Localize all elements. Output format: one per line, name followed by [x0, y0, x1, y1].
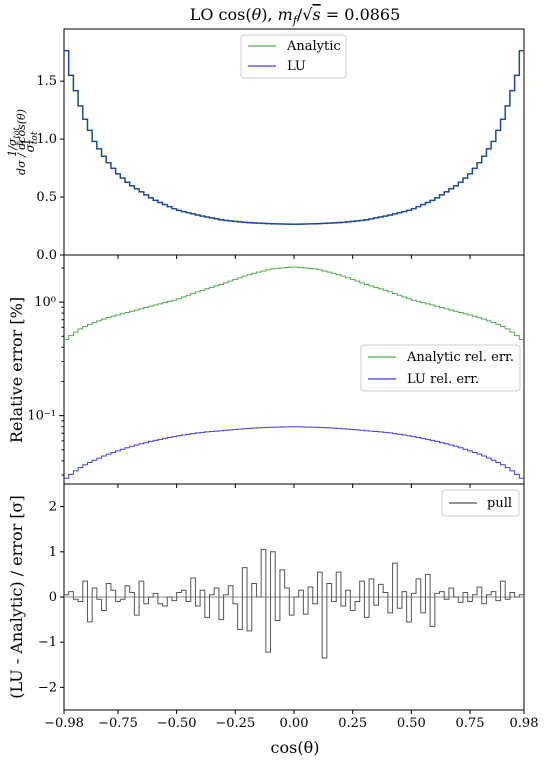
bot-ytick-label: −2	[38, 680, 57, 695]
top-ytick-label: 1.0	[36, 132, 57, 147]
chart-title: LO cos(θ), mf/√s = 0.0865	[190, 5, 401, 27]
middle-plot-area	[64, 266, 524, 479]
xtick-label: −0.25	[215, 716, 255, 731]
series-lu-line	[64, 50, 524, 225]
bottom-legend-box	[441, 489, 520, 517]
bottom-xlabel: cos(θ)	[271, 738, 320, 757]
bot-ytick-label: 2	[49, 500, 57, 515]
series-analytic-relerr-line	[64, 266, 524, 340]
xtick-label: 0.25	[338, 716, 367, 731]
mid-ytick-label: 10⁻¹	[27, 409, 56, 424]
xtick-label: 0.98	[510, 716, 539, 731]
bot-ytick-label: 1	[49, 545, 57, 560]
legend-label-analytic-relerr: Analytic rel. err.	[406, 350, 514, 365]
xtick-label: 0.75	[456, 716, 485, 731]
bottom-ylabel: (LU - Analytic) / error [σ]	[7, 495, 26, 698]
middle-legend-box	[360, 344, 521, 392]
series-pull-line	[64, 549, 524, 659]
xtick-label: −0.75	[98, 716, 138, 731]
xtick-label: 0.50	[397, 716, 426, 731]
top-plot-area	[64, 49, 524, 226]
top-legend: Analytic LU	[240, 34, 347, 79]
top-ylabel-deriv: dσ / dcos(θ)	[15, 109, 28, 175]
top-ylabel-norm: 1/σtot	[6, 126, 21, 156]
xtick-label: −0.98	[44, 716, 84, 731]
bottom-legend: pull	[441, 489, 520, 517]
legend-label-analytic: Analytic	[286, 39, 341, 54]
middle-legend: Analytic rel. err. LU rel. err.	[360, 344, 521, 392]
bottom-plot-area	[64, 549, 524, 659]
series-lu-relerr-line	[64, 426, 524, 479]
legend-label-pull: pull	[487, 496, 512, 511]
legend-label-lu-relerr: LU rel. err.	[407, 372, 479, 387]
bot-ytick-label: 0	[49, 590, 57, 605]
axes-ticks: 0.0 0.5 1.0 1.5 10⁻¹ 10⁰ −2 −1 0 1 2 −0.98 −0.75 −0.5…	[27, 74, 538, 731]
top-ytick-label: 1.5	[36, 74, 57, 89]
top-ytick-label: 0.0	[36, 248, 57, 263]
top-ytick-label: 0.5	[36, 190, 57, 205]
middle-ylabel: Relative error [%]	[7, 297, 26, 443]
bot-ytick-label: −1	[38, 635, 57, 650]
xtick-label: 0.00	[280, 716, 309, 731]
legend-label-lu: LU	[287, 59, 306, 74]
xtick-label: −0.50	[157, 716, 197, 731]
mid-ytick-label: 10⁰	[34, 295, 56, 310]
